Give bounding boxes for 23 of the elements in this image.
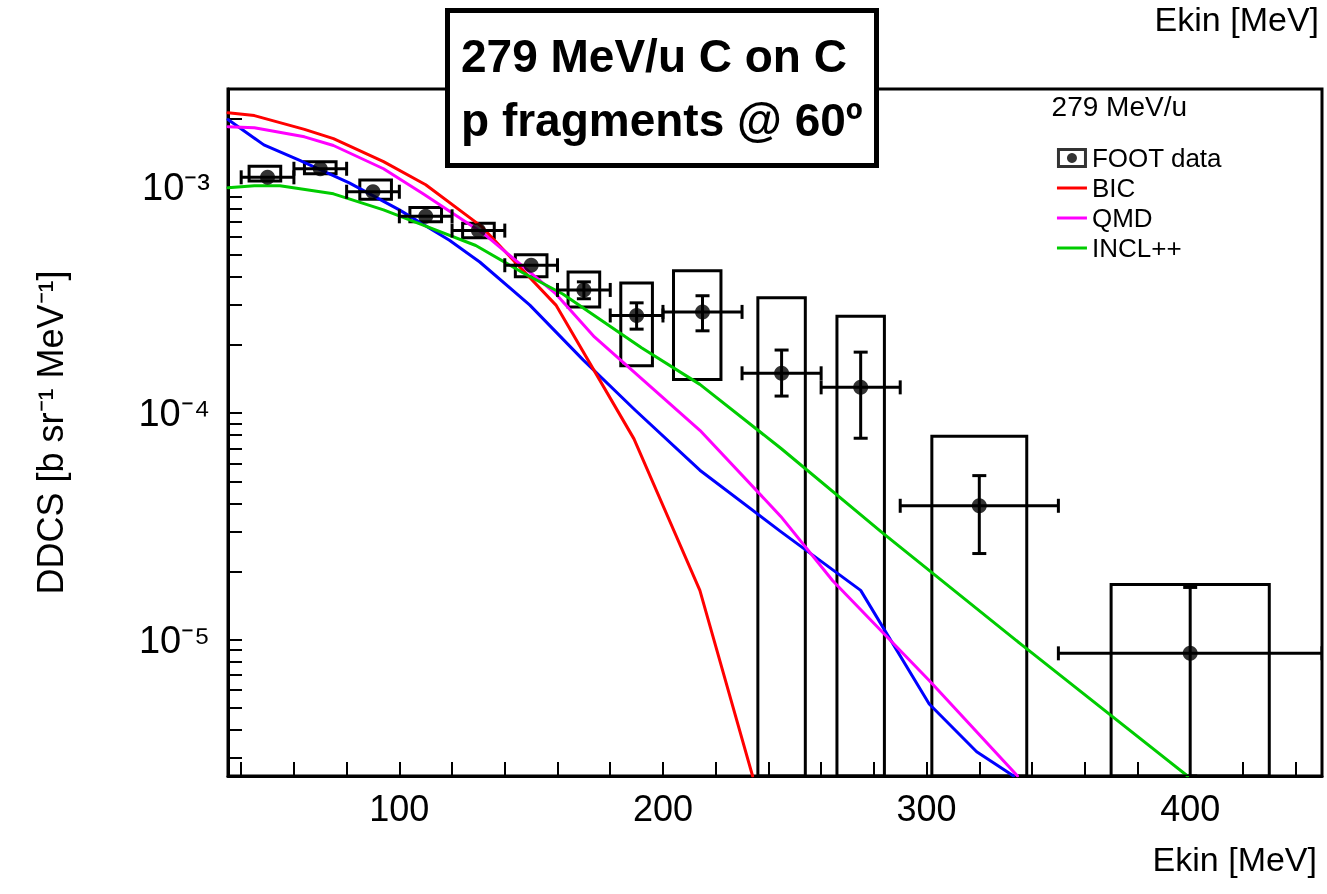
point — [1182, 645, 1198, 661]
x-tick-label: 400 — [1160, 787, 1221, 829]
point — [695, 304, 711, 320]
point — [853, 379, 869, 395]
y-axis-title: DDCS [b sr⁻¹ MeV⁻¹] — [29, 270, 71, 595]
legend-label: BIC — [1091, 173, 1136, 203]
chart-title: 279 MeV/u C on C p fragments @ 60º — [461, 30, 863, 146]
x-tick-label: 100 — [369, 787, 430, 829]
x-tick-label: 300 — [896, 787, 957, 829]
legend-label: QMD — [1091, 203, 1153, 233]
y-tick-label: 10⁻⁵ — [138, 618, 210, 661]
point — [629, 307, 645, 323]
x-tick-label: 200 — [632, 787, 693, 829]
point — [774, 365, 790, 381]
point — [971, 498, 987, 514]
x-axis-title: Ekin [MeV] — [1152, 840, 1317, 878]
legend-title: 279 MeV/u — [1051, 90, 1187, 122]
legend-label: INCL++ — [1091, 233, 1182, 263]
y-tick-label: 10⁻⁴ — [138, 392, 210, 435]
legend-label: FOOT data — [1091, 143, 1223, 173]
point — [312, 161, 328, 177]
y-tick-label: 10⁻³ — [142, 165, 210, 208]
text: Ekin [MeV] — [1154, 0, 1319, 38]
